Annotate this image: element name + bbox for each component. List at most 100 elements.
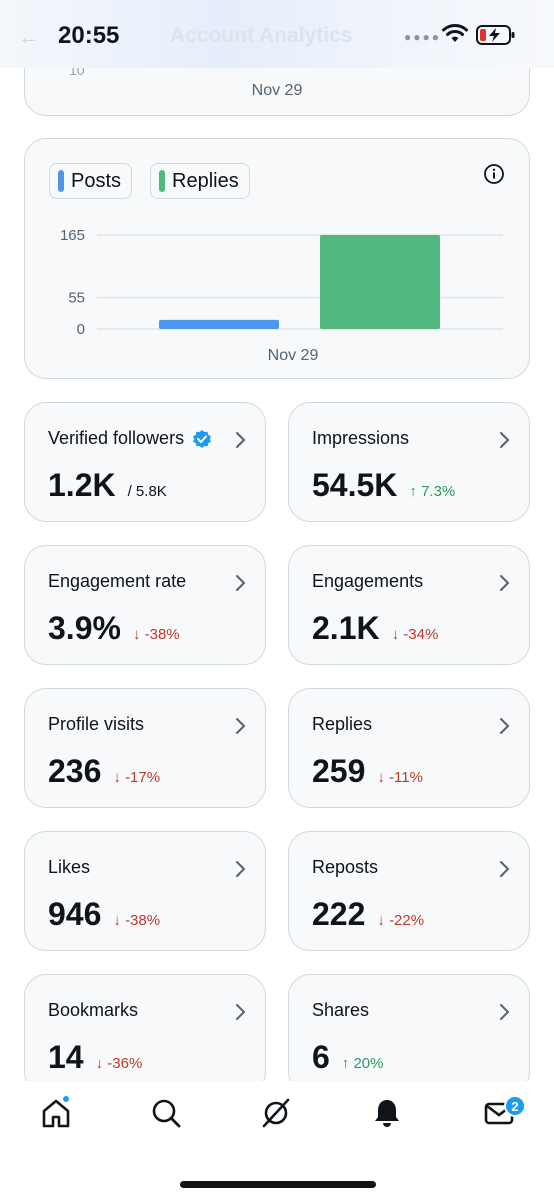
metric-value: 1.2K <box>48 467 116 503</box>
notifications-icon[interactable] <box>371 1097 403 1129</box>
metric-delta: ↓ -11% <box>377 769 423 786</box>
metric-delta: ↑ 7.3% <box>409 483 455 500</box>
page-title: Account Analytics <box>170 24 353 47</box>
metric-label: Likes <box>48 857 90 878</box>
bar-chart: 0 55 165 Nov 29 <box>60 227 503 364</box>
metric-card-profile-visits[interactable]: Profile visits 236 ↓ -17% <box>24 688 266 808</box>
metric-value-row: 54.5K ↑ 7.3% <box>312 467 455 504</box>
metric-value: 54.5K <box>312 467 398 503</box>
legend-replies[interactable]: Replies <box>150 163 250 199</box>
bar-replies[interactable] <box>320 235 440 329</box>
arrow-up-icon: ↑ <box>409 483 422 500</box>
legend-posts[interactable]: Posts <box>49 163 133 199</box>
metric-delta-value: -17% <box>125 769 161 786</box>
metric-value: 236 <box>48 753 102 789</box>
metric-delta-value: -38% <box>144 626 180 643</box>
home-indicator <box>180 1181 376 1188</box>
signal-dots-icon: ●●●● <box>404 30 441 44</box>
metric-label-text: Engagements <box>312 571 424 591</box>
y-tick-label: 165 <box>60 227 85 244</box>
metric-delta: ↑ 20% <box>342 1055 384 1072</box>
metric-value-row: 3.9% ↓ -38% <box>48 610 180 647</box>
metric-label: Verified followers <box>48 428 212 449</box>
metric-card-engagement-rate[interactable]: Engagement rate 3.9% ↓ -38% <box>24 545 266 665</box>
metric-label: Shares <box>312 1000 369 1021</box>
messages-badge: 2 <box>504 1095 526 1117</box>
metric-delta-value: -38% <box>125 912 161 929</box>
metric-value-row: 946 ↓ -38% <box>48 896 160 933</box>
legend-label-replies: Replies <box>172 169 239 192</box>
y-tick-label: 0 <box>77 321 85 338</box>
chevron-right-icon <box>500 718 509 734</box>
metric-card-likes[interactable]: Likes 946 ↓ -38% <box>24 831 266 951</box>
home-icon[interactable] <box>40 1097 72 1129</box>
metric-value: 259 <box>312 753 366 789</box>
status-time: 20:55 <box>58 22 120 49</box>
chevron-right-icon <box>500 575 509 591</box>
metric-delta-value: 7.3% <box>421 483 456 500</box>
arrow-down-icon: ↓ <box>391 626 404 643</box>
metric-label: Engagements <box>312 571 423 592</box>
x-tick-label: Nov 29 <box>251 82 303 99</box>
arrow-down-icon: ↓ <box>95 1055 108 1072</box>
wifi-icon <box>442 24 468 42</box>
metric-delta: ↓ -36% <box>96 1055 143 1072</box>
metric-label-text: Bookmarks <box>48 1000 139 1020</box>
y-tick-label: 55 <box>68 290 85 307</box>
home-badge-dot <box>62 1095 70 1103</box>
metric-delta: ↓ -34% <box>392 626 439 643</box>
metric-card-replies[interactable]: Replies 259 ↓ -11% <box>288 688 530 808</box>
metric-card-verified-followers[interactable]: Verified followers 1.2K / 5.8K <box>24 402 266 522</box>
chevron-right-icon <box>236 861 245 877</box>
metric-label: Replies <box>312 714 372 735</box>
search-icon[interactable] <box>150 1097 182 1129</box>
metric-label: Profile visits <box>48 714 144 735</box>
metric-delta-value: -36% <box>107 1055 143 1072</box>
chevron-right-icon <box>236 575 245 591</box>
metric-card-reposts[interactable]: Reposts 222 ↓ -22% <box>288 831 530 951</box>
bottom-tab-bar: 2 <box>0 1081 554 1199</box>
verified-badge-icon <box>193 429 212 448</box>
metric-label-text: Profile visits <box>48 714 145 734</box>
metric-value: 946 <box>48 896 102 932</box>
metric-value-row: 1.2K / 5.8K <box>48 467 167 504</box>
info-icon[interactable] <box>483 163 505 185</box>
metric-value-row: 2.1K ↓ -34% <box>312 610 438 647</box>
metric-value-row: 222 ↓ -22% <box>312 896 424 933</box>
metric-sub-value: / 5.8K <box>127 483 167 500</box>
metric-delta-value: -22% <box>389 912 425 929</box>
metric-card-shares[interactable]: Shares 6 ↑ 20% <box>288 974 530 1094</box>
chevron-right-icon <box>500 432 509 448</box>
metric-card-impressions[interactable]: Impressions 54.5K ↑ 7.3% <box>288 402 530 522</box>
metric-label: Bookmarks <box>48 1000 138 1021</box>
metric-value-row: 6 ↑ 20% <box>312 1039 384 1076</box>
metric-label: Engagement rate <box>48 571 186 592</box>
arrow-down-icon: ↓ <box>377 912 390 929</box>
chevron-right-icon <box>500 1004 509 1020</box>
status-bar: ← Account Analytics 20:55 ●●●● <box>0 0 554 68</box>
chevron-right-icon <box>236 1004 245 1020</box>
back-arrow-icon[interactable]: ← <box>18 24 40 49</box>
metric-value: 2.1K <box>312 610 380 646</box>
metric-label-text: Replies <box>312 714 373 734</box>
metric-value: 6 <box>312 1039 330 1075</box>
metric-label-text: Engagement rate <box>48 571 187 591</box>
metric-label: Impressions <box>312 428 409 449</box>
metric-label-text: Likes <box>48 857 91 877</box>
bar-posts[interactable] <box>159 319 279 329</box>
arrow-down-icon: ↓ <box>132 626 145 643</box>
legend-swatch-replies <box>159 170 165 192</box>
metric-delta: ↓ -17% <box>113 769 160 786</box>
metric-value-row: 236 ↓ -17% <box>48 753 160 790</box>
metric-delta-value: -34% <box>403 626 439 643</box>
posts-replies-chart-card: Posts Replies 0 55 165 Nov 29 <box>24 138 530 379</box>
metric-value: 3.9% <box>48 610 121 646</box>
grok-icon[interactable] <box>260 1097 292 1129</box>
metric-card-bookmarks[interactable]: Bookmarks 14 ↓ -36% <box>24 974 266 1094</box>
arrow-down-icon: ↓ <box>377 769 390 786</box>
metric-label-text: Verified followers <box>48 428 185 448</box>
metric-card-engagements[interactable]: Engagements 2.1K ↓ -34% <box>288 545 530 665</box>
metric-value-row: 259 ↓ -11% <box>312 753 423 790</box>
metric-label-text: Impressions <box>312 428 410 448</box>
metric-delta: ↓ -38% <box>113 912 160 929</box>
